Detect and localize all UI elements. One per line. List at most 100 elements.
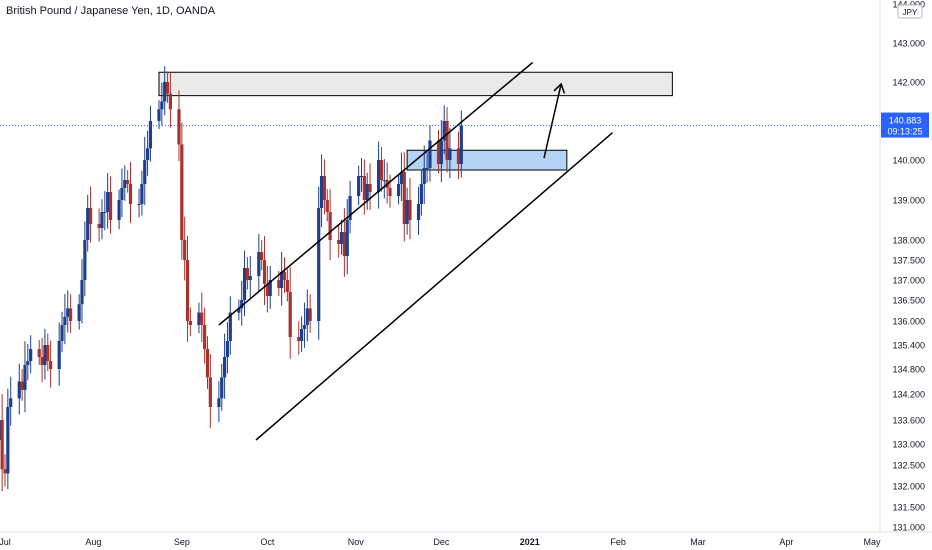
- candle: [260, 240, 264, 271]
- price-tick-label: 138.000: [892, 236, 925, 246]
- candle: [300, 316, 304, 352]
- lower-channel-line: [255, 132, 613, 441]
- resistance-zone: [158, 71, 673, 97]
- candle: [280, 252, 284, 306]
- price-tick-label: 143.000: [892, 39, 925, 49]
- price-tick-label: 132.000: [892, 482, 925, 492]
- candle: [117, 189, 121, 230]
- candle: [328, 189, 332, 261]
- candle: [49, 340, 53, 388]
- candle: [60, 311, 64, 353]
- time-tick-label: May: [863, 537, 881, 547]
- candle: [23, 341, 27, 413]
- candle: [448, 127, 452, 179]
- drawings-layer: [218, 61, 613, 441]
- candle: [456, 131, 461, 179]
- time-tick-label: Aug: [85, 537, 101, 547]
- candle: [419, 170, 423, 216]
- chart-title: British Pound / Japanese Yen, 1D, OANDA: [6, 5, 216, 17]
- candle: [180, 122, 184, 260]
- upper-channel-line: [218, 61, 534, 326]
- candle: [388, 174, 392, 208]
- candle: [220, 363, 224, 411]
- candle: [325, 189, 329, 222]
- price-tick-label: 135.400: [892, 341, 925, 351]
- candle: [402, 152, 406, 242]
- candle: [108, 176, 113, 234]
- zones-layer: [158, 71, 673, 171]
- candle: [399, 152, 404, 202]
- candles-layer: [0, 66, 463, 492]
- candle: [442, 105, 446, 155]
- price-tick-label: 142.000: [892, 78, 925, 88]
- price-tick-label: 133.000: [892, 440, 925, 450]
- candle: [63, 294, 67, 345]
- candle: [26, 343, 30, 381]
- candle: [66, 290, 70, 333]
- candle: [177, 90, 181, 162]
- candle: [143, 136, 147, 205]
- candle: [362, 159, 366, 215]
- candle: [302, 302, 307, 348]
- time-axis[interactable]: Jul Aug Sep Oct Nov Dec 2021 Feb Mar Apr May: [0, 531, 932, 547]
- candle: [183, 216, 187, 281]
- candle: [265, 265, 269, 313]
- price-tick-label: 132.500: [892, 461, 925, 471]
- candle: [0, 420, 1, 440]
- candle: [228, 296, 232, 355]
- candle: [126, 170, 130, 193]
- candle: [100, 199, 104, 240]
- time-tick-label: Sep: [174, 537, 190, 547]
- price-tick-label: 137.000: [892, 276, 925, 286]
- time-tick-label: Dec: [433, 537, 450, 547]
- price-tick-label: 137.500: [892, 256, 925, 266]
- candle: [40, 337, 44, 383]
- candle: [137, 188, 141, 218]
- candle: [288, 267, 292, 359]
- candle: [408, 178, 412, 240]
- candle: [43, 328, 47, 380]
- candle: [422, 145, 426, 205]
- candle: [128, 162, 133, 224]
- candle: [97, 208, 101, 242]
- candle: [382, 159, 386, 199]
- candle: [257, 233, 261, 292]
- candle: [205, 336, 210, 389]
- candle: [428, 125, 432, 182]
- candle: [357, 165, 361, 206]
- candle: [123, 165, 127, 201]
- time-tick-label: Mar: [690, 537, 706, 547]
- currency-badge: JPY: [897, 4, 923, 19]
- candle: [245, 257, 250, 290]
- candle: [20, 369, 24, 401]
- candle: [185, 236, 190, 342]
- candle: [359, 157, 364, 192]
- candle: [405, 187, 409, 235]
- candle: [29, 335, 33, 374]
- countdown-value: 09:13:25: [887, 127, 922, 137]
- candle: [322, 159, 327, 215]
- candle: [368, 163, 372, 210]
- candle: [285, 269, 289, 302]
- time-tick-label: 2021: [520, 537, 540, 547]
- candle: [57, 322, 61, 386]
- price-axis[interactable]: 131.000 131.500 132.000 132.500 133.000 133.6…: [879, 0, 932, 533]
- candle: [145, 130, 150, 176]
- candle: [377, 141, 381, 209]
- candle: [157, 100, 161, 130]
- candle: [282, 257, 287, 293]
- time-tick-label: Feb: [610, 537, 626, 547]
- candle: [305, 289, 309, 342]
- candle: [439, 120, 443, 183]
- candle: [17, 363, 21, 415]
- candle: [208, 354, 212, 429]
- candle: [160, 82, 164, 126]
- candle: [163, 66, 167, 116]
- candle: [6, 388, 10, 490]
- candle: [237, 299, 241, 321]
- candle: [80, 259, 84, 324]
- candle: [248, 256, 252, 298]
- candle: [37, 340, 41, 365]
- candle: [225, 322, 230, 374]
